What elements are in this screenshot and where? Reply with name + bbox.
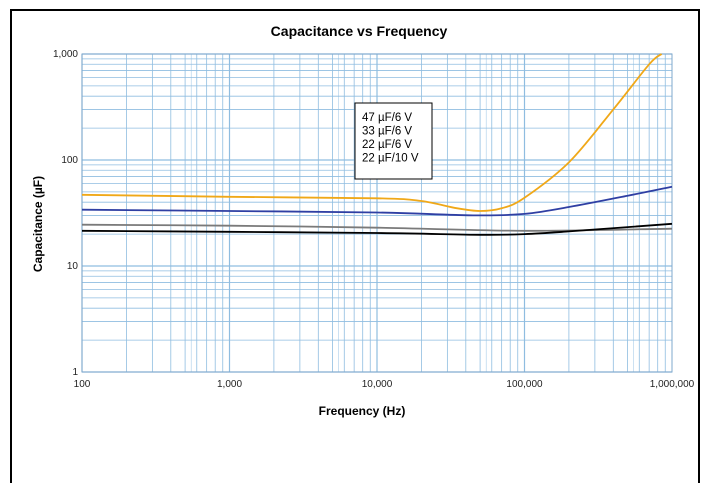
y-tick-label: 1 bbox=[72, 367, 78, 378]
y-tick-labels: 1 10 100 1,000 bbox=[53, 49, 78, 378]
series-line bbox=[81, 185, 673, 217]
legend-box bbox=[354, 102, 433, 180]
legend-entry: 22 µF/6 V bbox=[362, 139, 412, 151]
x-tick-label: 100 bbox=[74, 379, 91, 390]
x-tick-label: 1,000,000 bbox=[650, 379, 695, 390]
x-tick-label: 10,000 bbox=[362, 379, 393, 390]
y-tick-label: 100 bbox=[61, 155, 78, 166]
chart-frame: Capacitance vs Frequency 100 1,000 10,000 1… bbox=[10, 9, 700, 483]
x-tick-label: 1,000 bbox=[217, 379, 242, 390]
x-tick-label: 100,000 bbox=[506, 379, 543, 390]
series-line bbox=[81, 53, 663, 212]
y-tick-label: 10 bbox=[67, 261, 79, 272]
legend: 47 µF/6 V 33 µF/6 V22 µF/6 V 22 µF/10 V bbox=[354, 102, 433, 180]
chart-svg: Capacitance vs Frequency 100 1,000 10,000 1… bbox=[31, 23, 695, 418]
series-line bbox=[81, 222, 673, 236]
x-axis-title: Frequency (Hz) bbox=[319, 404, 406, 418]
legend-entry: 47 µF/6 V bbox=[362, 112, 412, 124]
legend-entry: 22 µF/10 V bbox=[362, 153, 419, 165]
plot-area bbox=[81, 53, 673, 373]
chart-title: Capacitance vs Frequency bbox=[271, 23, 448, 39]
series-lines bbox=[81, 53, 673, 236]
y-tick-label: 1,000 bbox=[53, 49, 78, 60]
legend-entry: 33 µF/6 V bbox=[362, 126, 412, 138]
x-tick-labels: 100 1,000 10,000 100,000 1,000,000 bbox=[74, 379, 695, 390]
y-axis-title: Capacitance (µF) bbox=[31, 176, 45, 272]
